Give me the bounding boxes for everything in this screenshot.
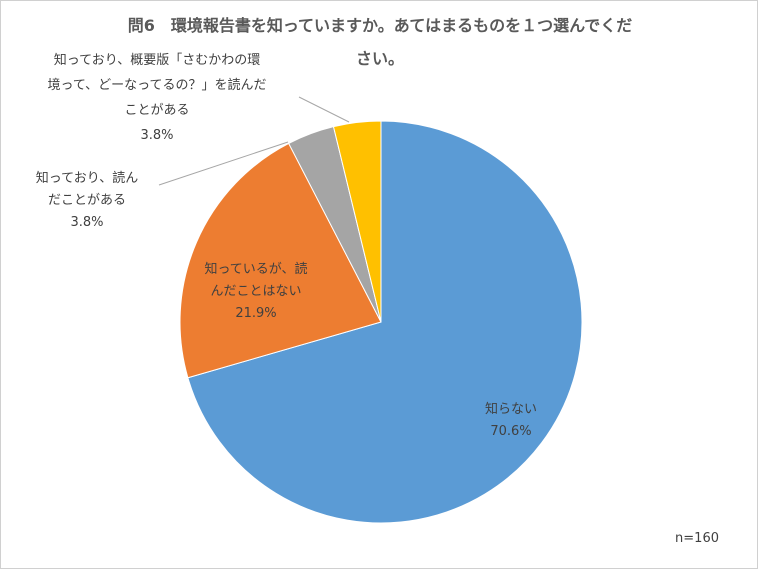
data-label-category: 知っており、概要版「さむかわの環	[54, 52, 260, 68]
pie-slice-0	[187, 120, 583, 524]
sample-size-note: n=160	[675, 531, 719, 546]
data-label-value: 3.8%	[140, 128, 173, 143]
data-label-category: 知っているが、読	[204, 261, 307, 277]
leader-line-1	[298, 96, 350, 123]
pie-slice-3	[332, 120, 382, 323]
chart-title-line: 問6 環境報告書を知っていますか。あてはまるものを１つ選んでくだ	[128, 16, 633, 35]
data-label-category: 境って、どーなってるの？」を読んだ	[47, 77, 266, 93]
data-label-category: んだことはない	[210, 284, 301, 299]
data-label-value: 21.9%	[235, 306, 276, 321]
pie-slices	[179, 120, 583, 524]
data-label-value: 70.6%	[490, 424, 531, 439]
leader-line-0	[158, 141, 289, 186]
data-label-0: 知らない 70.6%	[485, 401, 537, 439]
data-label-category: 知っており、読ん	[36, 170, 138, 186]
data-label-category: 知らない	[485, 401, 537, 417]
leader-lines	[158, 96, 350, 186]
pie-slice-1	[179, 142, 382, 379]
data-label-category: だことがある	[48, 193, 126, 208]
chart-title-line: さい。	[356, 49, 404, 68]
data-label-category: ことがある	[124, 103, 189, 118]
data-label-value: 3.8%	[70, 215, 103, 230]
